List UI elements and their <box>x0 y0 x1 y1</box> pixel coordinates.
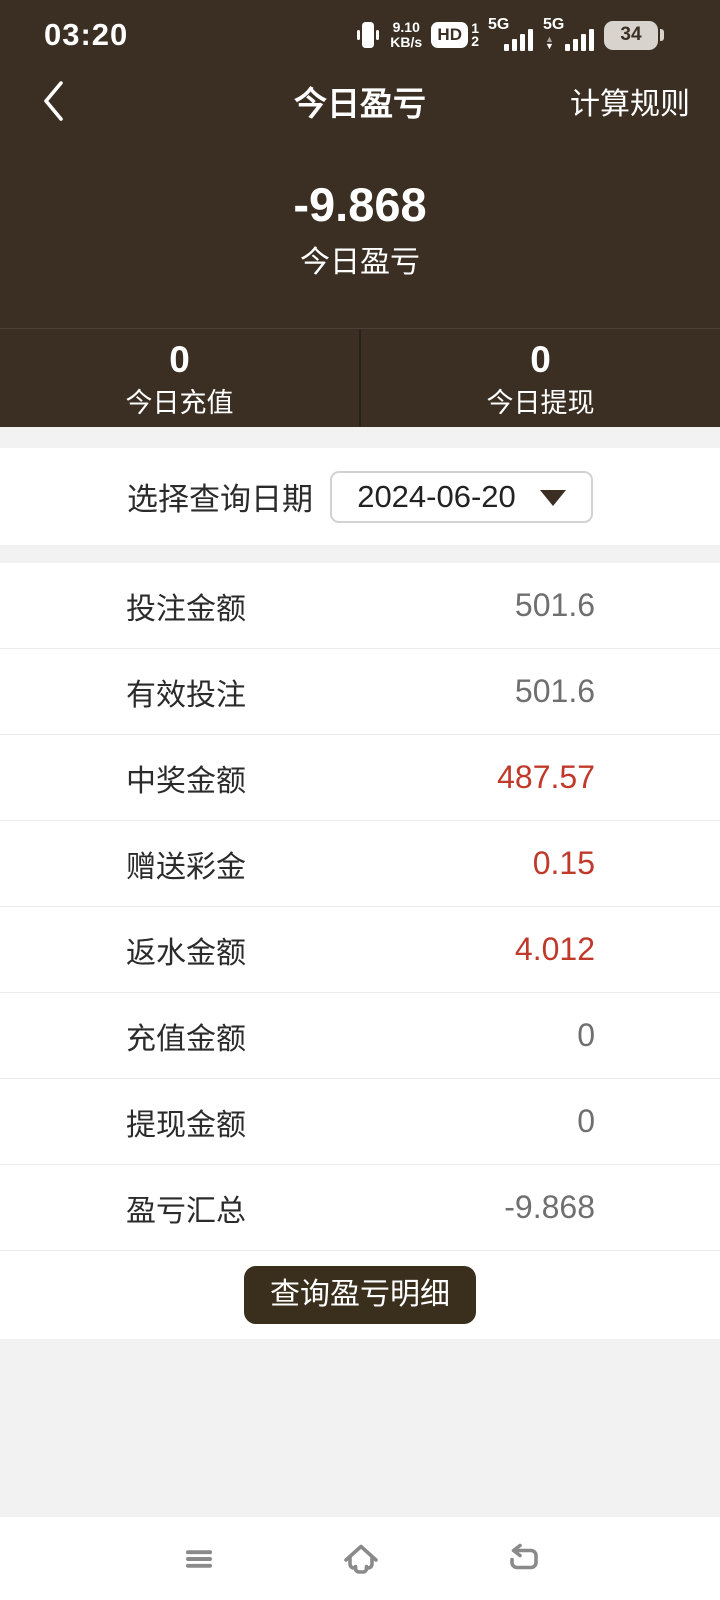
today-deposit-stat: 0 今日充值 <box>0 329 359 427</box>
today-summary: -9.868 今日盈亏 <box>0 144 720 282</box>
row-label: 赠送彩金 <box>126 850 246 884</box>
home-icon <box>344 1544 378 1574</box>
vibrate-icon <box>357 22 380 48</box>
row-bet-amount: 投注金额 501.6 <box>0 563 720 649</box>
row-label: 有效投注 <box>126 678 246 712</box>
row-withdraw-amount: 提现金额 0 <box>0 1079 720 1165</box>
network-type-label: 5G <box>543 16 565 33</box>
return-icon <box>510 1543 538 1570</box>
row-winning-amount: 中奖金额 487.57 <box>0 735 720 821</box>
row-label: 提现金额 <box>126 1108 246 1142</box>
back-nav-button[interactable] <box>500 1536 546 1582</box>
button-area: 查询盈亏明细 <box>0 1251 720 1339</box>
row-value: 0 <box>577 1017 595 1053</box>
sim-slot-1: 1 <box>471 20 479 36</box>
battery-nub <box>660 29 664 41</box>
today-profit-label: 今日盈亏 <box>300 246 420 279</box>
hd-volte-indicator: HD 1 2 <box>431 20 479 49</box>
query-detail-button[interactable]: 查询盈亏明细 <box>244 1266 476 1324</box>
back-button[interactable] <box>42 78 72 124</box>
spacer <box>0 427 720 448</box>
row-value: 4.012 <box>514 931 595 967</box>
today-withdraw-value: 0 <box>530 339 551 380</box>
battery-icon: 34 <box>604 20 664 50</box>
network-speed: 9.10 KB/s <box>390 20 422 50</box>
menu-icon <box>185 1550 213 1568</box>
signal-sim1: 5G <box>488 16 534 52</box>
chevron-down-icon <box>539 490 566 506</box>
hd-icon: HD <box>431 22 469 48</box>
chevron-left-icon <box>44 81 63 121</box>
row-label: 充值金额 <box>126 1022 246 1056</box>
row-label: 盈亏汇总 <box>126 1194 246 1228</box>
sim-slot-2: 2 <box>471 33 479 49</box>
network-speed-value: 9.10 <box>392 19 420 35</box>
status-bar: 03:20 9.10 KB/s HD 1 2 <box>0 0 720 58</box>
row-value: 0 <box>577 1103 595 1139</box>
android-nav-bar <box>0 1517 720 1600</box>
detail-list: 投注金额 501.6 有效投注 501.6 中奖金额 487.57 赠送彩金 0… <box>0 563 720 1251</box>
sim-slot-indicator: 1 2 <box>471 20 479 49</box>
recents-button[interactable] <box>176 1536 222 1582</box>
today-deposit-value: 0 <box>169 339 190 380</box>
signal-sim2: 5G ▲ ▼ <box>543 16 595 52</box>
clock: 03:20 <box>44 17 129 52</box>
row-value: -9.868 <box>504 1189 595 1225</box>
today-withdraw-label: 今日提现 <box>486 388 595 418</box>
signal-bars-icon <box>504 29 533 51</box>
row-label: 投注金额 <box>126 592 246 626</box>
row-value: 487.57 <box>497 759 595 795</box>
row-label: 中奖金额 <box>126 764 246 798</box>
date-select[interactable]: 2024-06-20 <box>330 470 593 523</box>
row-profit-total: 盈亏汇总 -9.868 <box>0 1165 720 1251</box>
date-select-value: 2024-06-20 <box>357 478 516 514</box>
calculation-rules-link[interactable]: 计算规则 <box>570 88 690 121</box>
home-button[interactable] <box>338 1536 384 1582</box>
content-background <box>0 1339 720 1517</box>
date-picker-label: 选择查询日期 <box>127 482 313 517</box>
row-label: 返水金额 <box>126 936 246 970</box>
network-type-label: 5G <box>488 16 510 33</box>
status-icons: 9.10 KB/s HD 1 2 5G <box>355 16 664 52</box>
today-profit-amount: -9.868 <box>293 178 427 231</box>
row-value: 0.15 <box>532 845 595 881</box>
network-speed-unit: KB/s <box>390 34 423 50</box>
signal-bars-icon <box>565 29 594 51</box>
today-withdraw-stat: 0 今日提现 <box>359 329 720 427</box>
data-activity-icon: ▲ ▼ <box>545 34 554 51</box>
row-bonus: 赠送彩金 0.15 <box>0 821 720 907</box>
today-stats: 0 今日充值 0 今日提现 <box>0 328 720 427</box>
row-rebate: 返水金额 4.012 <box>0 907 720 993</box>
row-value: 501.6 <box>514 673 595 709</box>
date-picker-row: 选择查询日期 2024-06-20 <box>0 448 720 545</box>
hero-section: 03:20 9.10 KB/s HD 1 2 <box>0 0 720 427</box>
header: 今日盈亏 计算规则 <box>0 58 720 144</box>
spacer <box>0 545 720 563</box>
row-valid-bet: 有效投注 501.6 <box>0 649 720 735</box>
row-value: 501.6 <box>514 587 595 623</box>
battery-percent: 34 <box>604 20 658 50</box>
row-deposit-amount: 充值金额 0 <box>0 993 720 1079</box>
today-deposit-label: 今日充值 <box>125 388 234 418</box>
